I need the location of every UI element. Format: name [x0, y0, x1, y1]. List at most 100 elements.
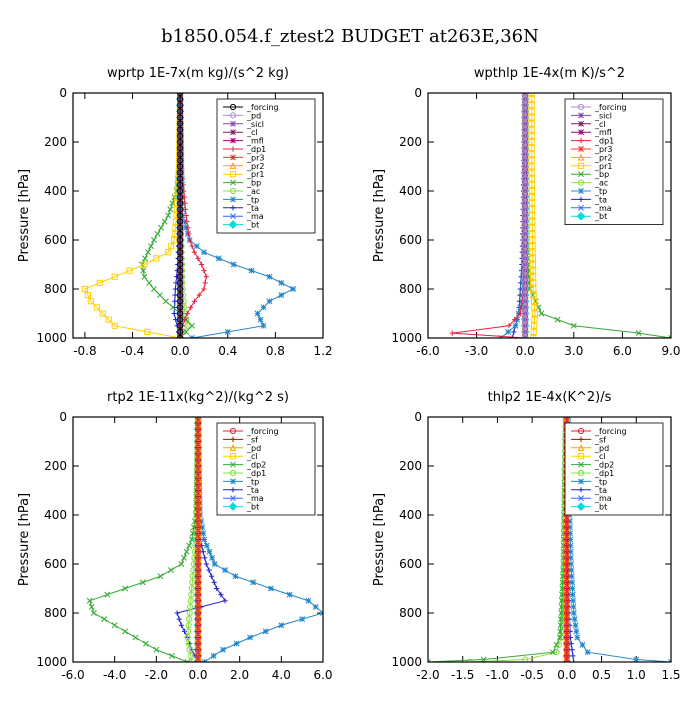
y-tick-label: 800 [399, 606, 422, 620]
data-point [177, 169, 184, 176]
data-point [189, 243, 195, 249]
data-point [567, 530, 574, 537]
data-point [230, 261, 237, 268]
data-point [88, 603, 95, 610]
data-point [177, 138, 184, 146]
y-axis-label: Pressure [hPa] [17, 169, 32, 262]
y-tick-label: 0 [59, 410, 67, 424]
data-point [177, 108, 184, 115]
data-point [558, 597, 565, 604]
data-point [512, 317, 518, 323]
data-point [198, 518, 205, 525]
data-point [194, 481, 202, 488]
data-point [177, 145, 184, 152]
chart-title: thlp2 1E-4x(K^2)/s [488, 390, 612, 405]
x-tick-label: 0.5 [592, 668, 611, 682]
series-dp1 [466, 417, 570, 662]
data-point [266, 273, 273, 280]
data-point [558, 603, 565, 610]
legend-label: _pr1 [246, 170, 264, 179]
data-point [194, 554, 202, 561]
data-point [177, 120, 184, 127]
data-point [571, 616, 578, 623]
data-point [194, 511, 202, 519]
data-point [194, 475, 202, 482]
data-point [162, 298, 169, 305]
data-point [177, 249, 184, 256]
legend-marker [229, 112, 237, 119]
data-point [522, 157, 529, 164]
data-point [553, 641, 560, 648]
series-dp2 [428, 417, 569, 662]
data-point [126, 267, 133, 274]
data-point [558, 616, 564, 623]
chart-panel-1: wprtp 1E-7x(m kg)/(s^2 kg) Pressure [hPa]… [17, 66, 333, 358]
legend-label: _dp1 [246, 469, 266, 478]
legend-marker [230, 154, 236, 161]
data-point [186, 231, 192, 237]
legend-label: _dp1 [246, 145, 266, 154]
data-point [181, 628, 188, 634]
data-point [563, 597, 570, 604]
data-point [522, 279, 529, 286]
x-tick-label: -2.0 [145, 668, 168, 682]
data-point [203, 274, 209, 280]
y-tick-label: 1000 [36, 655, 67, 669]
data-point [141, 261, 148, 268]
legend-label: _cl [594, 452, 606, 461]
data-point [177, 292, 184, 299]
legend-label: _sf [594, 435, 606, 444]
data-point [522, 656, 529, 662]
data-point [141, 273, 148, 280]
legend-label: _cl [246, 452, 258, 461]
data-point [199, 524, 206, 531]
data-point [522, 194, 529, 201]
data-point [122, 585, 129, 592]
legend-label: _pd [594, 444, 609, 453]
legend-label: _ta [246, 486, 259, 495]
data-point [187, 603, 194, 610]
data-point [167, 567, 174, 574]
data-point [531, 316, 538, 323]
data-point [194, 628, 202, 635]
plot-frame [72, 92, 324, 339]
legend-marker [578, 146, 584, 152]
data-point [177, 279, 184, 286]
data-point [522, 285, 529, 293]
data-point [191, 298, 198, 304]
data-point [668, 335, 671, 338]
data-point [194, 597, 202, 604]
data-point [177, 316, 184, 323]
data-point [563, 591, 570, 598]
legend-label: _bp [246, 179, 261, 188]
data-point [214, 585, 220, 592]
data-point [140, 267, 147, 274]
legend-marker [230, 495, 236, 502]
data-point [196, 292, 202, 298]
x-tick-label: -6.0 [416, 344, 439, 358]
data-point [305, 597, 312, 604]
data-point [211, 579, 217, 585]
data-point [528, 108, 535, 115]
data-point [558, 610, 565, 616]
chart-title: wpthlp 1E-4x(m K)/s^2 [474, 66, 625, 81]
data-point [529, 273, 537, 280]
data-point [522, 292, 529, 299]
data-point [177, 151, 184, 158]
data-point [183, 548, 190, 555]
data-point [200, 249, 207, 256]
data-point [177, 230, 184, 237]
data-point [528, 96, 535, 103]
legend-label: _sicl [246, 120, 264, 129]
data-point [522, 200, 529, 207]
data-point [187, 597, 194, 604]
legend-marker [230, 461, 236, 468]
legend-marker [229, 469, 237, 477]
data-point [191, 249, 198, 255]
data-point [563, 652, 570, 659]
data-point [260, 322, 267, 329]
data-point [529, 212, 536, 219]
data-point [101, 616, 108, 623]
data-point [522, 261, 529, 268]
data-point [194, 622, 202, 629]
